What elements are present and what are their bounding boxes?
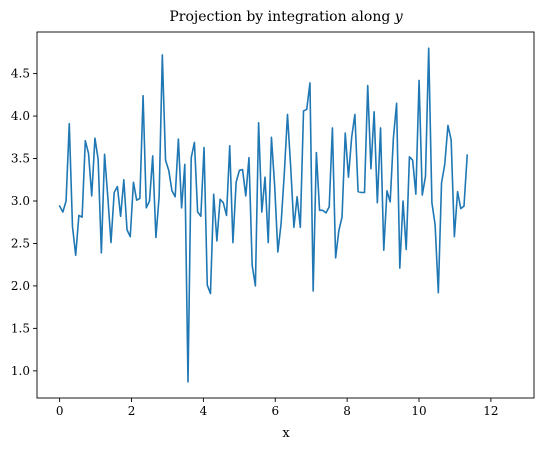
x-tick-label: 10 (411, 404, 426, 418)
y-tick-label: 1.0 (11, 364, 30, 378)
chart-title-variable: y (394, 9, 404, 25)
x-tick-label: 0 (56, 404, 64, 418)
x-axis-label: x (282, 426, 290, 441)
x-tick-label: 12 (483, 404, 498, 418)
plot-area (37, 32, 534, 398)
y-tick-label: 1.5 (11, 321, 30, 335)
x-tick-label: 8 (343, 404, 351, 418)
axes-frame (36, 31, 535, 399)
series-layer (58, 47, 469, 383)
x-tick-label: 6 (271, 404, 279, 418)
axes-layer: 0 2 4 6 8 10 12 1.0 1.5 2.0 2.5 3.0 3.5 4.0 4.5 (11, 31, 535, 418)
y-tick-label: 4.0 (11, 109, 30, 123)
y-tick-label: 3.5 (11, 152, 30, 166)
plot-background (37, 32, 534, 398)
y-tick-label: 2.0 (11, 279, 30, 293)
x-tick-label: 4 (200, 404, 208, 418)
chart-title: Projection by integration along y (169, 9, 403, 25)
series-line-0 (58, 47, 469, 383)
chart-title-text: Projection by integration along (169, 9, 390, 25)
y-tick-label: 2.5 (11, 236, 30, 250)
y-tick-label: 4.5 (11, 67, 30, 81)
x-tick-label: 2 (128, 404, 136, 418)
y-tick-label: 3.0 (11, 194, 30, 208)
